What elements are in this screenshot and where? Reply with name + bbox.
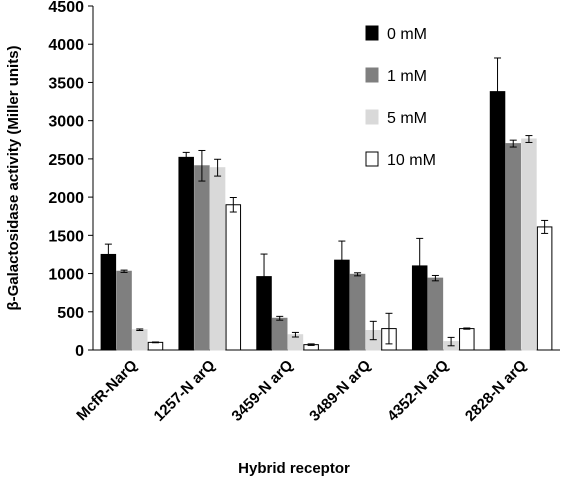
- x-tick-label: 4352-N arQ: [384, 357, 452, 425]
- bars-group: [100, 91, 553, 351]
- x-axis-title: Hybrid receptor: [238, 460, 350, 477]
- y-tick-label: 3500: [48, 75, 84, 92]
- bar-10mM-1: [225, 204, 242, 351]
- legend-label: 10 mM: [387, 152, 436, 169]
- x-axis-category-labels: McfR-NarQ 1257-N arQ 3459-N arQ 3489-N arQ 4…: [73, 357, 530, 425]
- legend-swatch: [365, 25, 379, 41]
- bar-0mM-5: [489, 91, 506, 351]
- legend-label: 5 mM: [387, 110, 427, 127]
- y-tick-label: 3000: [48, 114, 84, 131]
- y-tick-label: 2000: [48, 190, 84, 207]
- legend-label: 1 mM: [387, 68, 427, 85]
- x-tick-label: McfR-NarQ: [73, 357, 141, 425]
- y-tick-label: 0: [75, 343, 84, 360]
- bar-1mM-5: [505, 143, 521, 351]
- bar-10mM-5: [536, 226, 553, 351]
- bar-1mM-4: [427, 277, 444, 351]
- y-tick-label: 1000: [48, 267, 84, 284]
- y-tick-label: 2500: [48, 152, 84, 169]
- x-tick-label: 3489-N arQ: [306, 357, 374, 425]
- bar-5mM-0: [132, 329, 148, 351]
- legend-swatch: [365, 67, 379, 83]
- x-tick-label: 3459-N arQ: [228, 357, 296, 425]
- bar-1mM-3: [349, 273, 366, 351]
- bar-10mM-4: [459, 328, 475, 351]
- y-tick-label: 1500: [48, 228, 84, 245]
- legend-swatch: [365, 151, 379, 167]
- bar-0mM-1: [178, 156, 194, 351]
- legend-label: 0 mM: [387, 26, 427, 43]
- x-tick-label: 1257-N arQ: [151, 357, 219, 425]
- y-axis-title: β-Galactosidase activity (Miller units): [5, 45, 22, 310]
- bar-5mM-5: [521, 138, 537, 351]
- bar-5mM-1: [209, 167, 226, 351]
- bar-0mM-0: [100, 253, 117, 351]
- x-tick-label: 2828-N arQ: [462, 357, 530, 425]
- y-tick-label: 500: [57, 305, 84, 322]
- y-tick-label: 4000: [48, 37, 84, 54]
- bar-10mM-0: [147, 341, 164, 351]
- y-axis-ticks: 0 500 1000 1500 2000 2500 3000 3500 4000 4500: [48, 0, 93, 360]
- error-bars-group: [104, 57, 549, 347]
- bar-1mM-0: [116, 270, 132, 351]
- legend-swatch: [365, 109, 379, 125]
- legend: 0 mM 1 mM 5 mM 10 mM: [365, 25, 436, 169]
- bar-1mM-2: [271, 317, 288, 351]
- y-tick-label: 4500: [48, 0, 84, 16]
- bar-1mM-1: [194, 165, 210, 351]
